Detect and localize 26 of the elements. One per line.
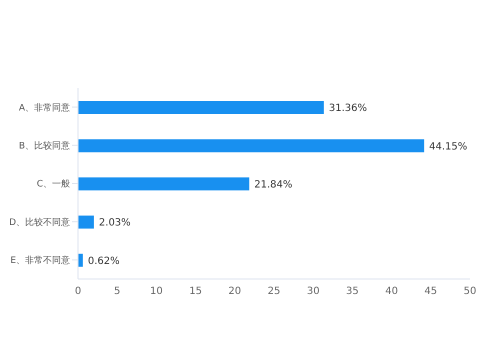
x-tick-label: 25: [268, 286, 280, 298]
x-tick-label: 50: [464, 286, 476, 298]
x-tick-label: 15: [189, 286, 202, 298]
data-label: 0.62%: [88, 256, 120, 267]
y-tick-label: D、比较不同意: [9, 216, 70, 228]
y-tick-label: C、一般: [36, 178, 70, 190]
data-label: 31.36%: [328, 103, 368, 114]
x-tick-label: 20: [228, 286, 242, 298]
x-tick-label: 30: [306, 286, 320, 298]
x-tick-label: 40: [385, 286, 398, 298]
x-tick-label: 35: [346, 286, 359, 298]
x-tick-label: 45: [424, 286, 438, 298]
x-tick-label: 10: [150, 286, 163, 298]
y-tick-label: A、非常同意: [18, 102, 70, 114]
data-label: 44.15%: [429, 141, 468, 152]
x-tick-label: 0: [74, 286, 82, 298]
data-label: 2.03%: [98, 218, 131, 229]
y-tick-label: B、比较同意: [18, 140, 70, 152]
bar: [78, 216, 94, 229]
bar: [78, 177, 250, 190]
y-tick-label: E、非常不同意: [10, 255, 70, 266]
x-tick-label: 5: [114, 286, 120, 298]
bar: [78, 101, 324, 114]
bar: [78, 139, 424, 152]
data-label: 21.84%: [254, 179, 292, 190]
bar: [78, 254, 83, 267]
